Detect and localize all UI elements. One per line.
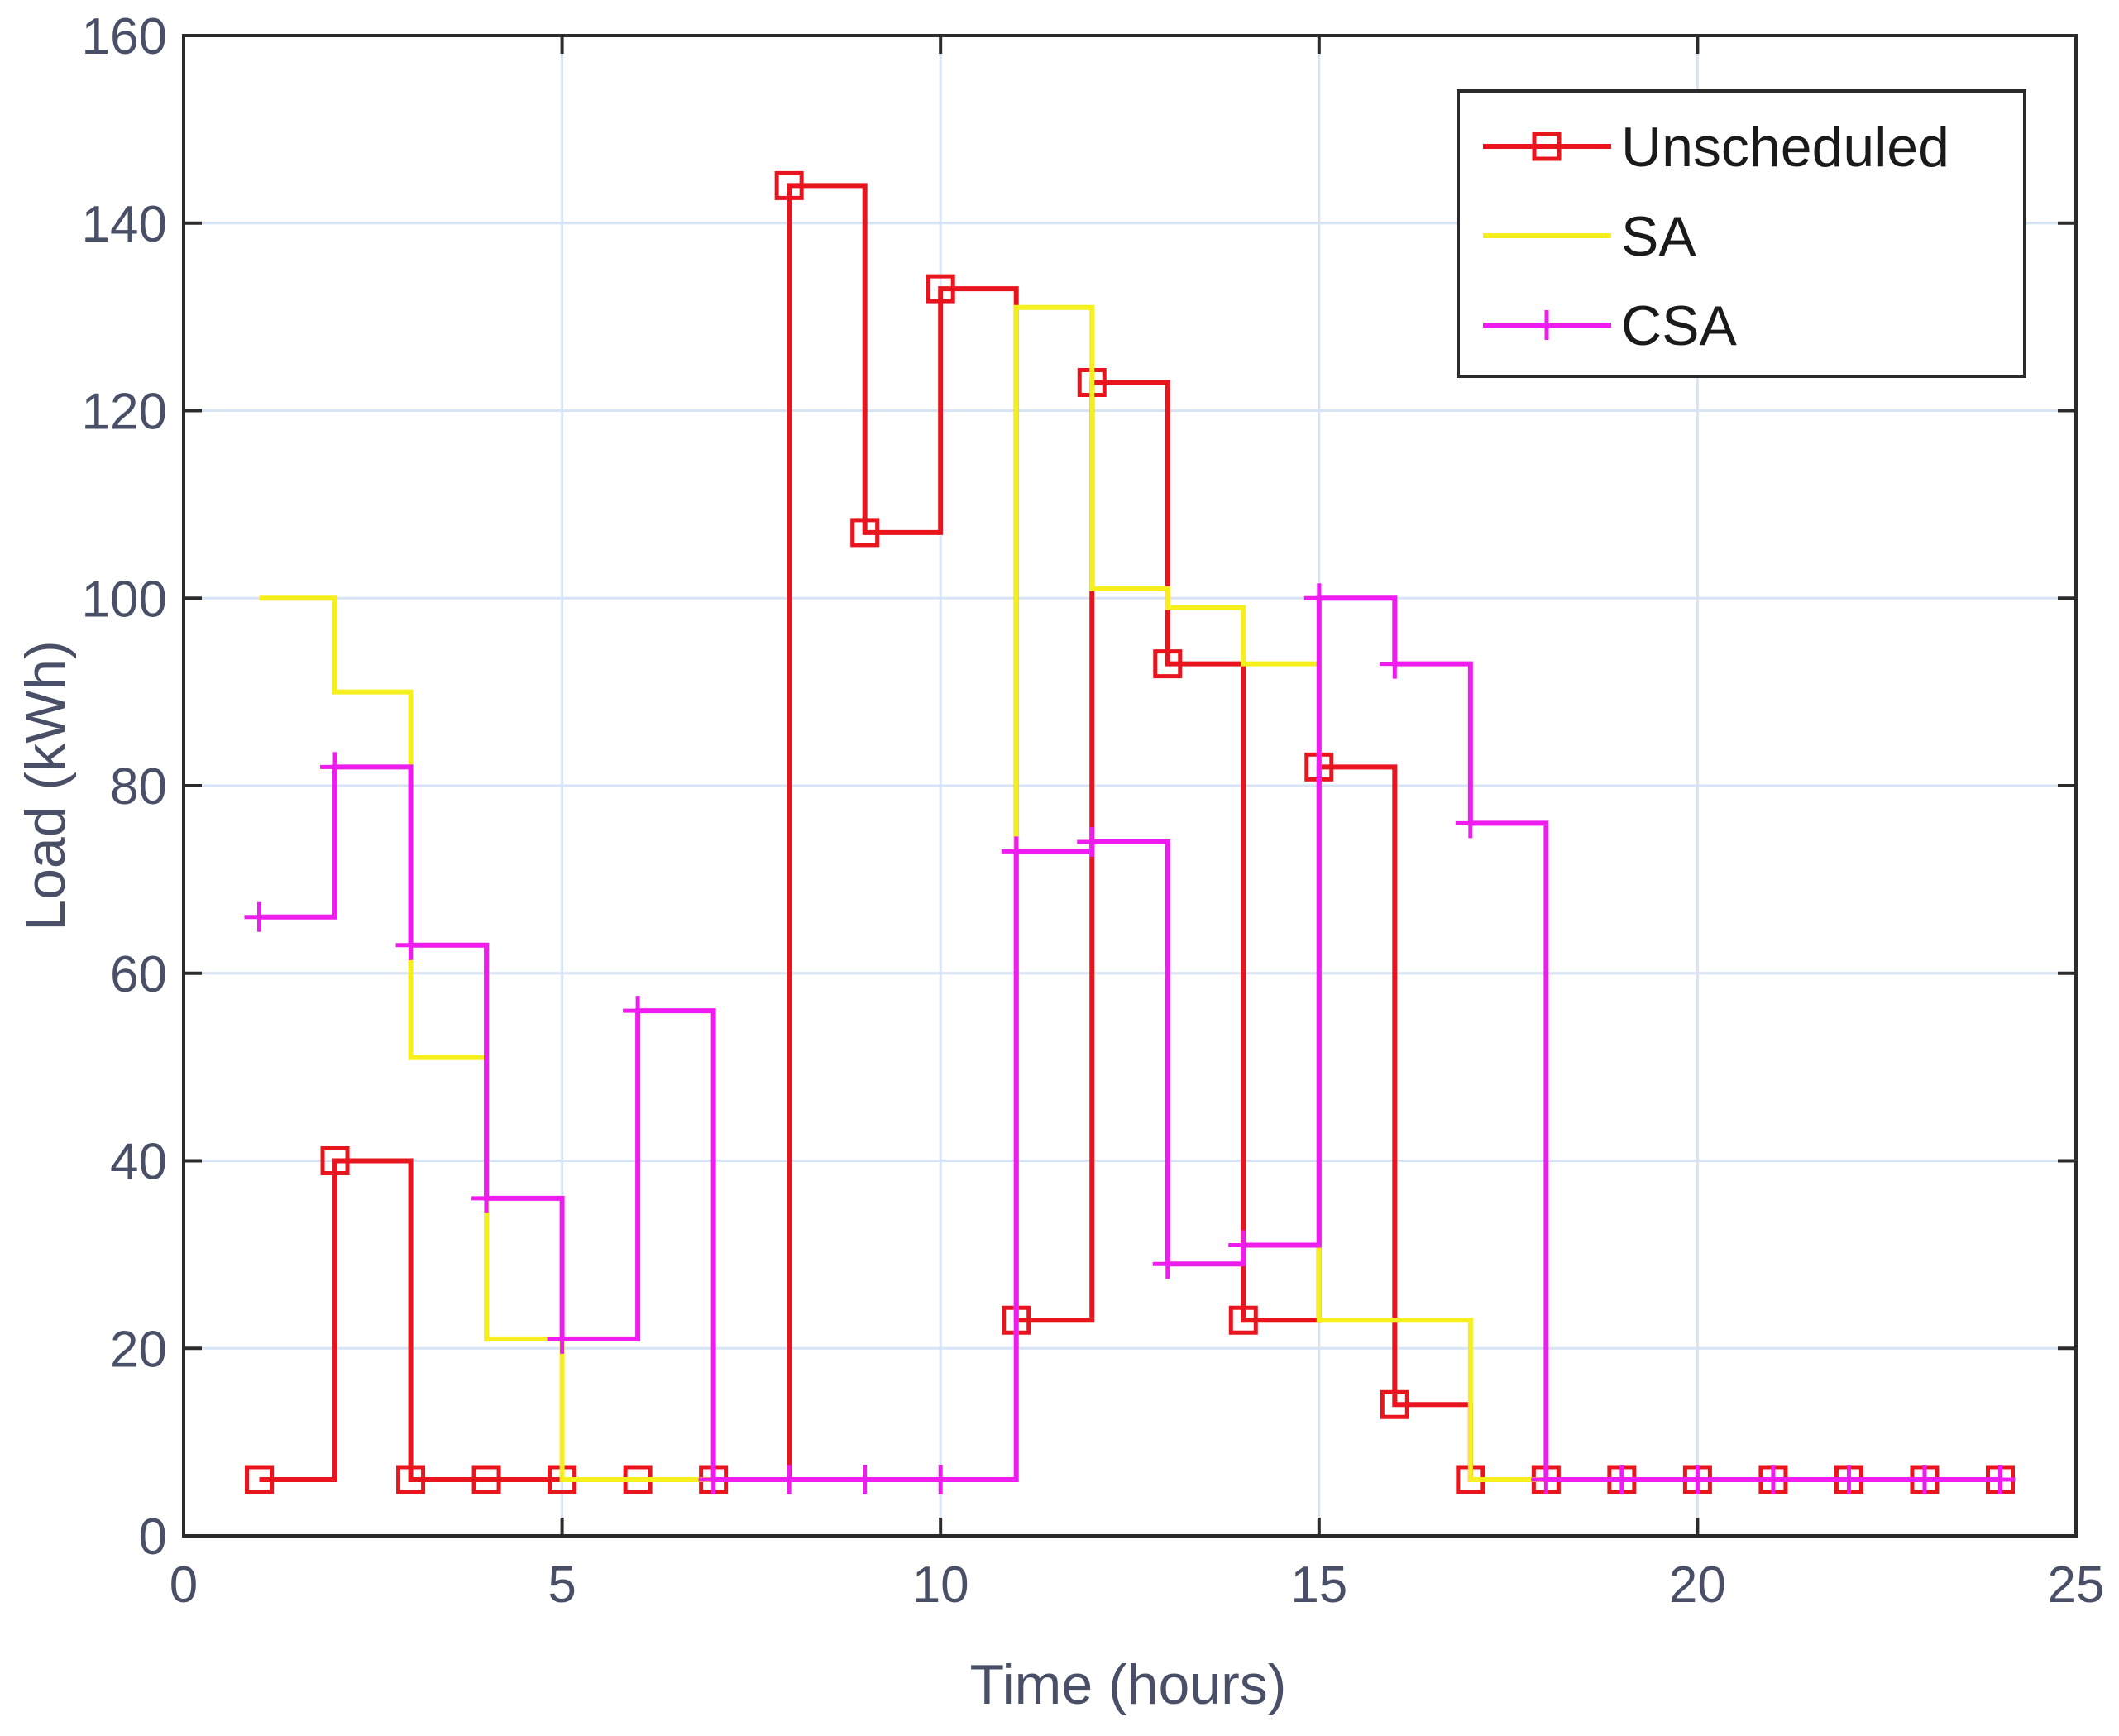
data-point-unscheduled bbox=[850, 518, 880, 548]
series-csa bbox=[244, 583, 2016, 1494]
y-tick-label: 40 bbox=[110, 1134, 167, 1191]
data-point-csa bbox=[1531, 1464, 1562, 1494]
data-point-unscheduled bbox=[320, 1146, 350, 1175]
legend-marker-csa bbox=[1532, 310, 1562, 340]
x-tick-label: 10 bbox=[912, 1557, 969, 1614]
legend-marker-unscheduled bbox=[1532, 132, 1562, 161]
y-tick-label: 0 bbox=[139, 1509, 167, 1566]
series-line-sa bbox=[259, 304, 2001, 1482]
data-point-csa bbox=[1380, 648, 1410, 679]
x-tick-label: 20 bbox=[1669, 1557, 1726, 1614]
y-tick-label: 60 bbox=[110, 946, 167, 1003]
data-point-unscheduled bbox=[396, 1465, 426, 1494]
data-point-csa bbox=[1077, 827, 1107, 858]
legend-label-csa: CSA bbox=[1621, 294, 1737, 357]
legend-item-csa: CSA bbox=[1483, 294, 1737, 357]
y-tick-label: 160 bbox=[82, 8, 167, 65]
legend: Unscheduled SA CSA bbox=[1457, 89, 2026, 378]
data-point-unscheduled bbox=[1380, 1389, 1409, 1419]
legend-box bbox=[1457, 89, 2026, 378]
data-point-csa bbox=[320, 752, 351, 782]
data-point-csa bbox=[1606, 1464, 1637, 1494]
legend-item-unscheduled: Unscheduled bbox=[1483, 116, 1949, 179]
data-point-unscheduled bbox=[1228, 1305, 1258, 1335]
data-point-csa bbox=[1834, 1464, 1864, 1494]
data-point-unscheduled bbox=[471, 1465, 501, 1494]
data-point-csa bbox=[926, 1464, 956, 1494]
data-point-csa bbox=[244, 901, 275, 932]
series-sa bbox=[259, 304, 2001, 1482]
data-point-csa bbox=[1682, 1464, 1713, 1494]
x-tick-label: 0 bbox=[170, 1557, 198, 1614]
data-point-csa bbox=[698, 1464, 729, 1494]
y-axis-label: Load (kWh) bbox=[14, 640, 77, 930]
series-line-unscheduled bbox=[259, 183, 2001, 1482]
data-point-csa bbox=[1228, 1230, 1259, 1260]
data-point-unscheduled bbox=[245, 1465, 275, 1494]
x-tick-label: 5 bbox=[548, 1557, 576, 1614]
data-point-csa bbox=[1001, 836, 1031, 867]
data-point-unscheduled bbox=[774, 170, 804, 200]
data-point-csa bbox=[547, 1323, 577, 1354]
data-point-csa bbox=[395, 930, 426, 960]
y-tick-label: 140 bbox=[82, 196, 167, 253]
data-point-csa bbox=[1985, 1464, 2016, 1494]
x-axis-label: Time (hours) bbox=[970, 1653, 1287, 1716]
x-tick-label: 15 bbox=[1290, 1557, 1347, 1614]
data-point-csa bbox=[623, 996, 653, 1026]
y-tick-label: 20 bbox=[110, 1321, 167, 1378]
legend-label-sa: SA bbox=[1621, 205, 1696, 268]
data-point-csa bbox=[471, 1183, 502, 1213]
data-point-unscheduled bbox=[1153, 649, 1183, 679]
data-point-csa bbox=[1152, 1249, 1183, 1279]
x-tick-label: 25 bbox=[2048, 1557, 2105, 1614]
data-point-csa bbox=[1909, 1464, 1940, 1494]
y-tick-label: 100 bbox=[82, 571, 167, 628]
data-point-csa bbox=[774, 1464, 805, 1494]
series-layer bbox=[244, 170, 2016, 1494]
legend-label-unscheduled: Unscheduled bbox=[1621, 116, 1949, 179]
data-point-unscheduled bbox=[926, 274, 955, 304]
axis-ticks: 0 5 10 15 20 25 0 20 40 60 80 100 120 140 160 bbox=[82, 8, 2105, 1614]
data-point-csa bbox=[1455, 808, 1485, 839]
data-point-csa bbox=[1303, 583, 1334, 614]
y-tick-label: 120 bbox=[82, 384, 167, 441]
data-point-csa bbox=[1758, 1464, 1788, 1494]
y-tick-label: 80 bbox=[110, 758, 167, 815]
legend-item-sa: SA bbox=[1483, 205, 1696, 268]
data-point-csa bbox=[849, 1464, 880, 1494]
